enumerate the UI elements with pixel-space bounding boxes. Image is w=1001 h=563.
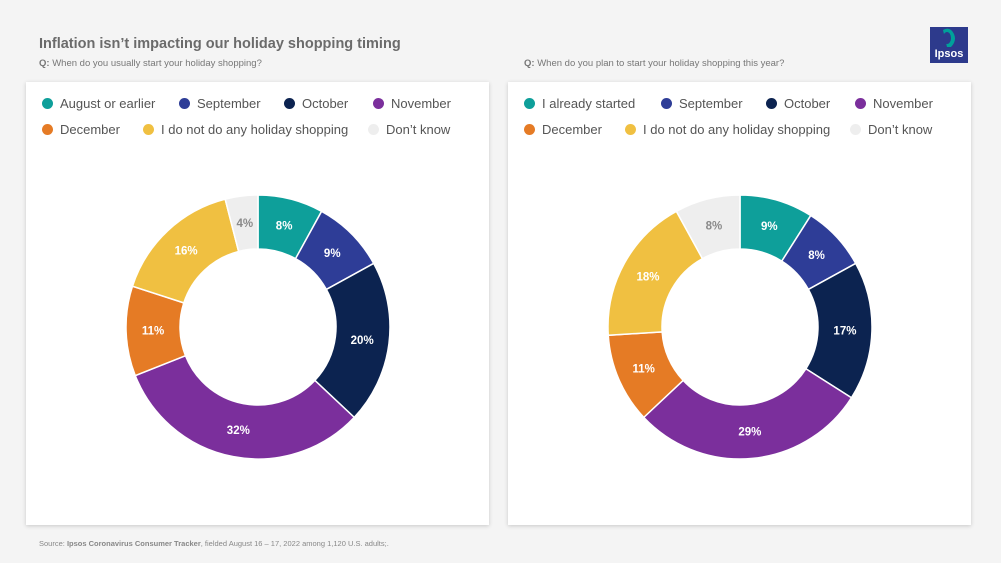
- right-question: Q: When do you plan to start your holida…: [524, 58, 784, 69]
- legend-label: December: [60, 122, 120, 137]
- source-note: Source: Ipsos Coronavirus Consumer Track…: [39, 539, 389, 548]
- donut-slice-don-t-know: [224, 194, 259, 253]
- right-chart-card: I already started September October Novembe…: [508, 82, 971, 525]
- legend-label: I do not do any holiday shopping: [643, 122, 831, 137]
- legend-label: August or earlier: [60, 96, 156, 111]
- ipsos-logo: Ipsos: [930, 27, 968, 63]
- data-label-august-or-earlier: 8%: [276, 220, 293, 232]
- legend-item-i-do-not-do-any-holiday-shopping: I do not do any holiday shopping: [625, 122, 830, 137]
- left-question-prefix: Q:: [39, 58, 50, 69]
- source-prefix: Source:: [39, 539, 65, 548]
- legend-swatch: [42, 98, 53, 109]
- legend-item-october: October: [284, 96, 348, 111]
- legend-item-i-do-not-do-any-holiday-shopping: I do not do any holiday shopping: [143, 122, 348, 137]
- data-label-don-t-know: 4%: [237, 218, 254, 230]
- source-details: , fielded August 16 – 17, 2022 among 1,1…: [200, 539, 389, 548]
- legend-item-don-t-know: Don’t know: [368, 122, 450, 137]
- legend-label: September: [197, 96, 261, 111]
- legend-item-don-t-know: Don’t know: [850, 122, 932, 137]
- legend-swatch: [524, 124, 535, 135]
- legend-label: September: [679, 96, 743, 111]
- donut-slice-november: [134, 354, 356, 460]
- legend-label: I already started: [542, 96, 636, 111]
- left-question: Q: When do you usually start your holida…: [39, 58, 262, 69]
- legend-label: October: [302, 96, 349, 111]
- data-label-don-t-know: 8%: [706, 220, 723, 232]
- page-title: Inflation isn’t impacting our holiday sh…: [39, 36, 401, 52]
- legend-item-november: November: [373, 96, 451, 111]
- right-question-prefix: Q:: [524, 58, 535, 69]
- legend-swatch: [850, 124, 861, 135]
- data-label-i-do-not-do-any-holiday-shopping: 16%: [175, 245, 198, 257]
- legend-swatch: [284, 98, 295, 109]
- legend-item-october: October: [766, 96, 830, 111]
- legend-swatch: [373, 98, 384, 109]
- legend-swatch: [524, 98, 535, 109]
- data-label-september: 9%: [324, 248, 341, 260]
- left-donut-chart: 8% 9% 20% 32% 11% 16% 4%: [125, 194, 391, 460]
- data-label-i-do-not-do-any-holiday-shopping: 18%: [636, 271, 659, 283]
- legend-label: November: [873, 96, 933, 111]
- legend-swatch: [661, 98, 672, 109]
- legend-item-december: December: [42, 122, 120, 137]
- legend-label: October: [784, 96, 831, 111]
- donut-slice-don-t-know: [675, 194, 741, 260]
- legend-label: Don’t know: [868, 122, 933, 137]
- legend-item-august-or-earlier: August or earlier: [42, 96, 155, 111]
- legend-item-i-already-started: I already started: [524, 96, 635, 111]
- logo-text: Ipsos: [935, 48, 964, 60]
- legend-label: I do not do any holiday shopping: [161, 122, 349, 137]
- legend-swatch: [42, 124, 53, 135]
- legend-label: Don’t know: [386, 122, 451, 137]
- legend-swatch: [368, 124, 379, 135]
- legend-swatch: [766, 98, 777, 109]
- legend-swatch: [625, 124, 636, 135]
- legend-swatch: [143, 124, 154, 135]
- legend-item-september: September: [661, 96, 743, 111]
- source-name: Ipsos Coronavirus Consumer Tracker: [66, 539, 201, 548]
- legend-label: November: [391, 96, 451, 111]
- left-question-text: When do you usually start your holiday s…: [52, 58, 262, 69]
- data-label-october: 20%: [351, 335, 374, 347]
- data-label-october: 17%: [833, 325, 856, 337]
- legend-item-december: December: [524, 122, 602, 137]
- data-label-december: 11%: [142, 325, 164, 337]
- legend-label: December: [542, 122, 602, 137]
- data-label-november: 29%: [738, 427, 761, 439]
- legend-swatch: [179, 98, 190, 109]
- right-donut-chart: 9% 8% 17% 29% 11% 18% 8%: [607, 194, 873, 460]
- data-label-i-already-started: 9%: [761, 221, 778, 233]
- legend-swatch: [855, 98, 866, 109]
- right-question-text: When do you plan to start your holiday s…: [537, 58, 785, 69]
- legend-item-november: November: [855, 96, 933, 111]
- data-label-december: 11%: [632, 364, 654, 376]
- data-label-september: 8%: [808, 250, 825, 262]
- left-chart-card: August or earlier September October Novembe…: [26, 82, 489, 525]
- donut-slice-november: [642, 367, 853, 460]
- legend-item-september: September: [179, 96, 261, 111]
- data-label-november: 32%: [227, 425, 250, 437]
